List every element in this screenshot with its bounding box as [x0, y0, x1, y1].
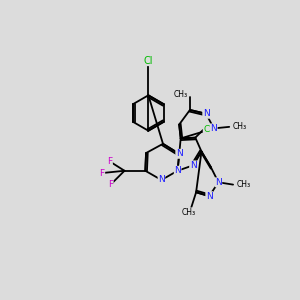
Text: N: N	[203, 109, 209, 118]
Text: CH₃: CH₃	[233, 122, 247, 131]
Text: N: N	[215, 178, 222, 187]
Text: CH₃: CH₃	[173, 90, 188, 99]
Text: N: N	[190, 161, 196, 170]
Text: F: F	[100, 169, 105, 178]
Text: F: F	[108, 180, 113, 189]
Text: N: N	[206, 192, 213, 201]
Text: N: N	[210, 124, 217, 133]
Text: N: N	[158, 176, 165, 184]
Text: Cl: Cl	[144, 56, 153, 66]
Text: Cl: Cl	[203, 125, 212, 134]
Text: CH₃: CH₃	[181, 208, 196, 217]
Text: F: F	[107, 157, 112, 166]
Text: N: N	[176, 149, 182, 158]
Text: N: N	[174, 166, 181, 175]
Text: CH₃: CH₃	[237, 180, 251, 189]
